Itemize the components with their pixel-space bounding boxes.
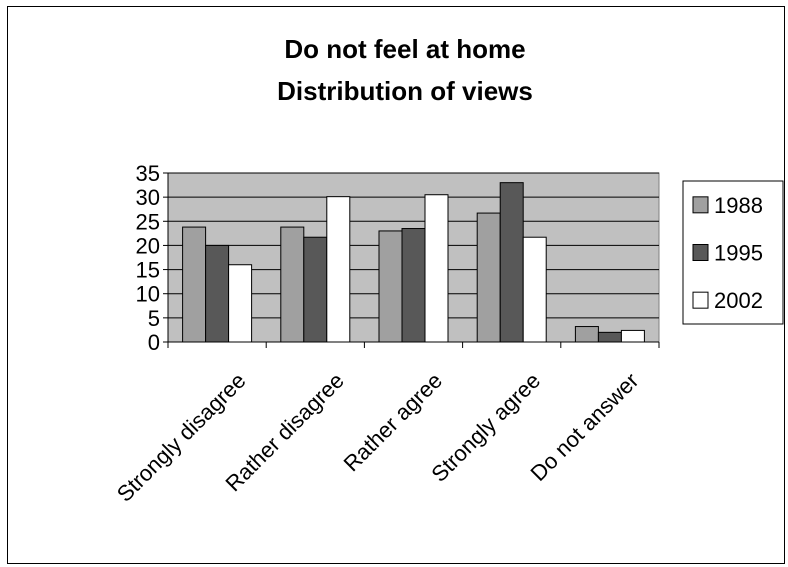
bar xyxy=(499,182,524,343)
legend-label: 2002 xyxy=(714,288,763,313)
bar xyxy=(476,212,501,343)
bar xyxy=(620,329,645,343)
legend-swatch xyxy=(692,196,709,214)
legend-swatch xyxy=(692,244,709,261)
bar xyxy=(401,228,426,343)
legend: 1988 1995 2002 xyxy=(682,180,784,325)
bar xyxy=(597,331,622,343)
y-tick-label: 20 xyxy=(136,233,160,258)
y-tick-label: 35 xyxy=(136,161,160,186)
y-tick-label: 5 xyxy=(148,306,160,331)
x-category-label: Rather agree xyxy=(339,368,447,476)
bar xyxy=(228,264,253,343)
y-tick-label: 15 xyxy=(136,258,160,283)
bar xyxy=(182,226,207,343)
bar xyxy=(378,230,403,343)
bar xyxy=(280,226,305,343)
bar xyxy=(522,236,547,343)
legend-swatch xyxy=(692,291,709,309)
chart-title-line-1: Do not feel at home xyxy=(284,34,525,64)
bar xyxy=(574,326,599,343)
bar xyxy=(326,196,351,343)
legend-label: 1995 xyxy=(714,241,763,266)
bar xyxy=(424,194,449,343)
y-tick-label: 30 xyxy=(136,185,160,210)
bar xyxy=(205,244,230,343)
y-tick-label: 10 xyxy=(136,282,160,307)
legend-label: 1988 xyxy=(714,193,763,218)
y-tick-label: 25 xyxy=(136,209,160,234)
chart-title: Do not feel at home Distribution of view… xyxy=(277,34,533,106)
chart-title-line-2: Distribution of views xyxy=(277,76,533,106)
y-tick-label: 0 xyxy=(148,330,160,355)
bar xyxy=(303,236,328,343)
